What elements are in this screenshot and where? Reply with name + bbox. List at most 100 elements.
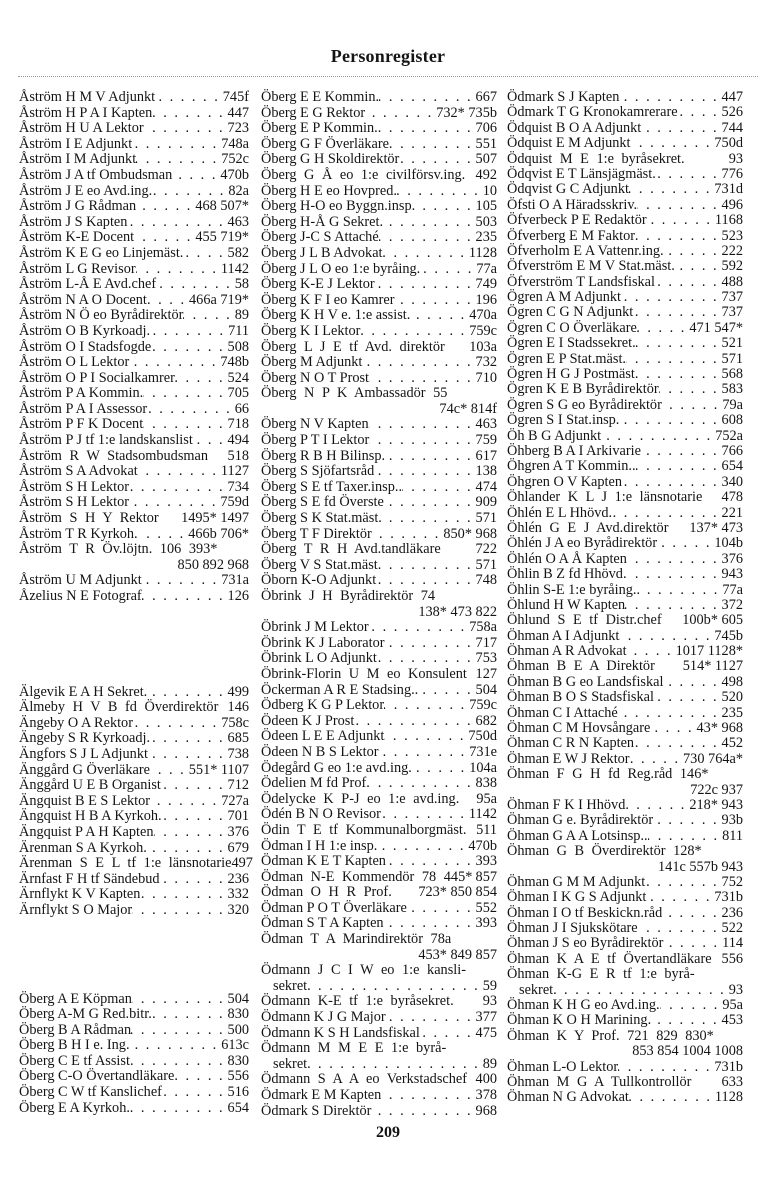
entry-pages: 516: [227, 1084, 249, 1101]
index-entry: Ärenman S E L tf 1:e länsnotarie 497: [19, 856, 253, 872]
dot-leader: [636, 459, 722, 474]
index-entry: Åström J E eo Avd.ing. 82a: [19, 183, 249, 200]
index-entry: Öberg G F Överläkare 551: [261, 136, 497, 153]
entry-name: Öberg S E tf Taxer.insp..: [261, 478, 403, 495]
index-entry: Åström S H Lektor 734: [19, 479, 249, 496]
dot-leader: [136, 262, 221, 278]
dot-leader: [143, 386, 227, 402]
entry-name: Öfsti O A Häradsskriv.: [507, 196, 638, 213]
index-entry: Öhman F G H fd Reg.råd 146*: [507, 766, 743, 783]
entry-name: Ögren C G N Adjunkt: [507, 304, 634, 321]
entry-name: Öberg K F I eo Kamrer: [261, 291, 395, 308]
entry-pages: 340: [721, 473, 743, 490]
index-entry: Öhman B E A Direktör 514* 1127: [507, 658, 743, 675]
entry-name: Öfverbeck P E Redaktör: [507, 212, 647, 229]
entry-name: Öhlin B Z fd Hhövd.: [507, 566, 627, 583]
entry-name: Öhman L-O Lektor: [507, 1058, 619, 1075]
dot-leader: [384, 916, 476, 932]
entry-pages: 766: [721, 442, 743, 459]
index-entry: Öberg C-O Övertandläkare 556: [19, 1069, 249, 1085]
entry-name: Ödmann J C I W eo 1:e kansli-: [261, 962, 466, 979]
index-entry: Öberg K I Lektor 759c: [261, 323, 497, 340]
entry-pages: 710: [475, 369, 497, 386]
entry-name: Ödquist M E 1:e byråsekret.: [507, 150, 685, 167]
dot-leader: [646, 890, 714, 905]
dot-leader: [375, 277, 476, 293]
entry-name: Älgevik E A H Sekret.: [19, 683, 148, 700]
index-entry: Åström K-E Docent 455 719*: [19, 230, 249, 246]
entry-name: Ödmann K J G Major: [261, 1009, 386, 1026]
index-entry: sekret. 89: [261, 1056, 497, 1073]
entry-name: Öberg T R H Avd.tandläkare: [261, 541, 441, 558]
dot-leader: [140, 887, 227, 903]
index-entry: Öhlén G E J Avd.direktör 137* 473: [507, 520, 743, 536]
entry-name: Öhman B E A Direktör: [507, 658, 655, 675]
index-entry: Ödmann K S H Landsfiskal 475: [261, 1025, 497, 1042]
dot-leader: [386, 854, 476, 870]
entry-pages: 853 854 1004 1008: [632, 1043, 743, 1060]
entry-pages: 138: [475, 463, 497, 480]
entry-name: Öberg C-O Övertandläkare: [19, 1068, 175, 1085]
index-entry-continuation: 74c* 814f: [261, 401, 497, 418]
entry-name: Öhman B O S Stadsfiskal: [507, 689, 654, 706]
index-entry: Öhlander K L J 1:e länsnotarie 478: [507, 489, 743, 506]
entry-pages: 105: [475, 198, 497, 215]
index-entry: Öberg K-E J Lektor 749: [261, 277, 497, 293]
dot-leader: [407, 901, 476, 917]
dot-leader: [152, 1007, 228, 1023]
dot-leader: [629, 182, 714, 197]
index-entry: Öhman K A E tf Övertandläkare 556: [507, 951, 743, 967]
index-entry: Åström H U A Lektor 723: [19, 121, 249, 137]
dot-leader: [636, 336, 722, 351]
index-entry: Åström P A Kommin. 705: [19, 386, 249, 402]
index-entry: Öhman C M Hovsångare 43* 968: [507, 720, 743, 736]
index-entry: Ödman O H R Prof. 723* 850 854: [261, 885, 497, 901]
entry-pages: 830: [227, 1006, 249, 1023]
index-entry: Öberg G Å eo 1:e civilförsv.ing. 492: [261, 167, 497, 184]
entry-pages: 470a: [469, 307, 497, 324]
index-entry: Öberg N V Kapten 463: [261, 417, 497, 433]
index-entry: Åström I E Adjunkt 748a: [19, 136, 249, 153]
index-entry: Åström L-Å E Avd.chef 58: [19, 277, 249, 293]
index-entry: Öfverbeck P E Redaktör 1168: [507, 212, 743, 229]
index-entry: Åström O P I Socialkamrer 524: [19, 370, 249, 387]
index-entry: Öhman J S eo Byrådirektör 114: [507, 935, 743, 952]
entry-name: Ängquist B E S Lektor: [19, 792, 151, 809]
dot-leader: [420, 262, 476, 278]
dot-leader: [654, 690, 722, 705]
entry-pages: 731b: [714, 889, 743, 906]
entry-pages: 750d: [468, 728, 497, 745]
entry-name: Öhlander K L J 1:e länsnotarie: [507, 489, 703, 506]
entry-pages: 104b: [714, 535, 743, 552]
entry-name: Öberg C W tf Kanslichef: [19, 1084, 162, 1101]
entry-pages: 507: [475, 151, 497, 168]
index-entry-continuation: 138* 473 822: [261, 604, 497, 621]
entry-name: Öberg M Adjunkt: [261, 354, 363, 371]
index-entry: Åström N Ö eo Byrådirektör 89: [19, 308, 249, 324]
index-entry: Öfsti O A Häradsskriv. 496: [507, 196, 743, 213]
entry-pages: 463: [227, 213, 249, 230]
index-entry: Öhlund S E tf Distr.chef 100b* 605: [507, 612, 743, 628]
entry-pages: 1142: [468, 806, 497, 823]
dot-leader: [132, 903, 227, 919]
entry-pages: 752a: [715, 427, 743, 444]
index-entry: Öhman G A A Lotsinsp.. 811: [507, 828, 743, 844]
entry-name: Öhlén J A eo Byrådirektör: [507, 535, 658, 552]
page-number: 209: [376, 1124, 400, 1141]
entry-pages: 114: [722, 935, 743, 952]
index-entry-continuation: 850 892 968: [19, 557, 249, 574]
entry-name: Öhman A R Advokat: [507, 643, 627, 660]
entry-name: Ödmark S J Kapten: [507, 89, 620, 105]
dot-leader: [637, 321, 690, 336]
entry-name: Öhman F G H fd Reg.råd 146*: [507, 766, 709, 783]
index-entry: Ödmann K J G Major 377: [261, 1009, 497, 1026]
entry-name: Öberg H E eo Hovpred.: [261, 182, 397, 199]
entry-pages: 850* 968: [443, 525, 497, 542]
dot-leader: [381, 558, 475, 574]
index-entry: Ödquist B O A Adjunkt 744: [507, 120, 743, 136]
entry-name: Ögren E P Stat.mäst.: [507, 350, 626, 367]
entry-pages: 943: [721, 566, 743, 583]
dot-leader: [136, 199, 195, 215]
entry-name: Öckerman A R E Stadsing..: [261, 681, 419, 698]
index-entry: Öhman N G Advokat 1128: [507, 1089, 743, 1105]
